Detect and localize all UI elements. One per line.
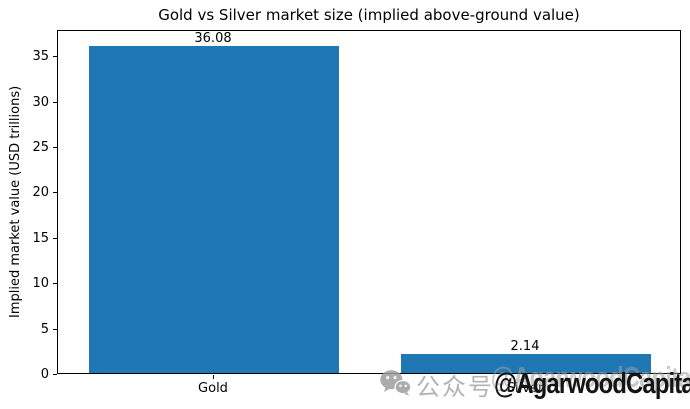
y-tick-label-25: 25 bbox=[32, 140, 49, 156]
y-tick-label-30: 30 bbox=[32, 94, 49, 110]
bar-gold bbox=[89, 45, 339, 373]
y-tick-mark-15 bbox=[53, 237, 57, 239]
y-tick-label-0: 0 bbox=[40, 367, 49, 382]
watermark: 公众号 @AgarwoodCapital bbox=[379, 367, 690, 402]
watermark-handle: @AgarwoodCapital bbox=[494, 368, 690, 400]
wechat-icon bbox=[379, 369, 412, 401]
y-tick-mark-30 bbox=[53, 101, 57, 103]
y-tick-mark-10 bbox=[53, 283, 57, 285]
bar-value-label-silver: 2.14 bbox=[510, 338, 540, 354]
x-tick-label-silver: Silver bbox=[506, 381, 544, 396]
y-tick-label-20: 20 bbox=[32, 185, 49, 201]
plot-area bbox=[57, 30, 681, 374]
bar-value-label-gold: 36.08 bbox=[194, 30, 232, 46]
y-tick-mark-25 bbox=[53, 147, 57, 149]
x-tick-label-gold: Gold bbox=[198, 381, 228, 396]
y-tick-label-15: 15 bbox=[32, 230, 49, 246]
y-tick-mark-20 bbox=[53, 192, 57, 194]
x-tick-mark-silver bbox=[525, 375, 526, 379]
y-tick-mark-0 bbox=[53, 374, 57, 375]
y-tick-label-5: 5 bbox=[40, 321, 49, 337]
chart-title: Gold vs Silver market size (implied abov… bbox=[158, 6, 580, 24]
y-tick-mark-35 bbox=[53, 56, 57, 58]
watermark-prefix: 公众号 bbox=[416, 373, 494, 401]
x-tick-mark-gold bbox=[213, 375, 214, 379]
bar-silver bbox=[401, 353, 651, 373]
y-tick-label-35: 35 bbox=[32, 49, 49, 65]
y-tick-mark-5 bbox=[53, 328, 57, 330]
y-tick-label-10: 10 bbox=[32, 276, 49, 292]
